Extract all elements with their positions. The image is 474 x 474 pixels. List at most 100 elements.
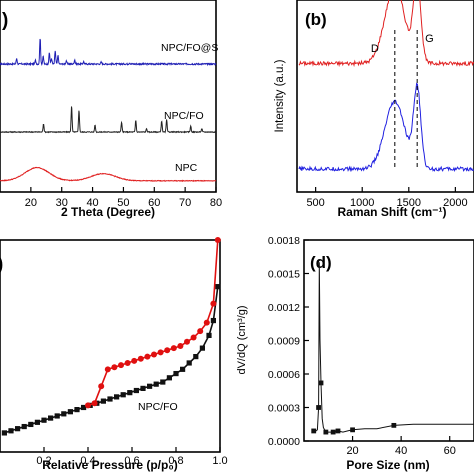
isotherm-desorption-point	[151, 351, 157, 358]
panel-d-x-tick-label-0: 20	[346, 445, 358, 457]
panel-c-label: )	[0, 254, 3, 275]
isotherm-adsorption-point	[160, 379, 166, 385]
isotherm-adsorption-point	[140, 385, 146, 391]
panel-d-pore-size: (d) dV/dQ (cm³/g) 20 40 60 0.0000 0.0003 0.00…	[236, 235, 474, 472]
isotherm-adsorption-point	[48, 415, 54, 421]
panel-a-xrd: ) 20 30 40 50 60 70 80 NPC/FO@S NPC/FO NPC 2 T…	[0, 0, 222, 219]
panel-c-tick-label-3: 0.8	[168, 455, 183, 467]
isotherm-desorption-point	[118, 362, 124, 369]
panel-a-label: )	[2, 10, 8, 31]
pore-size-point	[335, 428, 341, 434]
isotherm-desorption-point	[104, 366, 111, 373]
panel-d-series	[311, 262, 474, 435]
isotherm-desorption-point	[164, 347, 171, 354]
isotherm-desorption-point	[170, 345, 177, 352]
panel-c-frame	[0, 239, 221, 453]
panel-d-y-tick-label-3: 0.0009	[268, 336, 300, 348]
panel-d-y-tick-label-2: 0.0006	[268, 369, 300, 381]
pore-size-point	[323, 429, 329, 435]
isotherm-desorption-line	[87, 239, 219, 407]
panel-b-tick-label-3: 2000	[443, 197, 467, 209]
isotherm-desorption-point	[177, 343, 184, 349]
isotherm-adsorption-line	[4, 286, 219, 434]
xrd-line-npc	[0, 166, 217, 183]
isotherm-adsorption-point	[41, 417, 47, 423]
isotherm-adsorption-point	[21, 423, 27, 430]
xrd-line-npc-fo	[0, 106, 216, 134]
panel-b-y-axis-label: Intensity (a.u.)	[274, 59, 286, 132]
raman-line-1	[298, 82, 474, 173]
isotherm-adsorption-point	[210, 317, 216, 324]
isotherm-adsorption-point	[54, 413, 60, 419]
panel-c-tick-label-1: 0.4	[80, 455, 95, 467]
panel-b-label: (b)	[305, 10, 327, 29]
panel-d-y-tick-label-0: 0.0000	[268, 436, 300, 448]
isotherm-adsorption-point	[81, 404, 87, 411]
isotherm-adsorption-point	[173, 370, 179, 377]
panel-a-tick-label-3: 50	[117, 197, 129, 209]
pore-size-point	[318, 380, 324, 386]
panel-c-tick-label-4: 1.0	[212, 455, 227, 467]
panel-d-y-tick-label-4: 0.0012	[268, 302, 300, 314]
panel-d-y-tick-label-1: 0.0003	[268, 403, 300, 415]
pore-size-point	[316, 405, 321, 410]
label-npc-fo-s: NPC/FO@S	[161, 42, 218, 54]
xrd-line-npc-fo-s	[0, 38, 217, 67]
panel-a-tick-label-2: 40	[86, 197, 98, 209]
annotation-npc-fo: NPC/FO	[138, 401, 178, 413]
panel-d-label: (d)	[310, 253, 332, 272]
panel-b-x-axis-label: Raman Shift (cm⁻¹)	[337, 205, 446, 219]
isotherm-adsorption-point	[166, 375, 172, 381]
isotherm-adsorption-point	[120, 392, 126, 398]
isotherm-adsorption-point	[34, 419, 40, 425]
panel-b-tick-label-2: 1500	[397, 197, 421, 209]
isotherm-adsorption-point	[107, 396, 113, 402]
isotherm-adsorption-point	[15, 426, 21, 432]
panel-a-tick-label-1: 30	[56, 197, 68, 209]
panel-c-tick-label-0: 0.2	[36, 455, 51, 467]
isotherm-desorption-point	[184, 338, 190, 345]
annotation-g-band: G	[425, 33, 434, 45]
pore-size-point	[311, 428, 317, 434]
isotherm-adsorption-point	[114, 394, 120, 400]
panel-c-isotherm: ) 0.2 0.4 0.6 0.8 1.0 NPC/FO Relative Pressu…	[0, 237, 228, 472]
isotherm-adsorption-point	[193, 354, 199, 360]
isotherm-desorption-point	[131, 357, 138, 364]
panel-a-tick-label-4: 60	[148, 197, 160, 209]
pore-size-point	[330, 429, 336, 435]
isotherm-adsorption-point	[153, 381, 159, 387]
panel-a-x-ticks: 20 30 40 50 60 70 80	[25, 187, 222, 209]
isotherm-desorption-point	[190, 334, 197, 341]
isotherm-adsorption-point	[61, 411, 67, 417]
isotherm-adsorption-point	[186, 360, 192, 366]
isotherm-adsorption-point	[127, 390, 133, 396]
isotherm-desorption-point	[203, 319, 210, 326]
isotherm-desorption-point	[98, 383, 105, 390]
isotherm-desorption-point	[91, 400, 98, 407]
isotherm-desorption-point	[85, 402, 91, 409]
panel-d-x-axis-label: Pore Size (nm)	[346, 458, 429, 472]
panel-a-series	[0, 38, 217, 183]
isotherm-desorption-point	[197, 328, 204, 335]
isotherm-adsorption-point	[74, 407, 80, 413]
raman-line-0	[298, 0, 474, 68]
panel-c-tick-label-2: 0.6	[124, 455, 139, 467]
isotherm-adsorption-point	[180, 366, 186, 372]
panel-b-tick-label-1: 1000	[350, 197, 374, 209]
isotherm-desorption-point	[111, 364, 118, 371]
panel-d-x-tick-label-1: 40	[395, 445, 407, 457]
panel-d-y-tick-label-5: 0.0015	[268, 269, 300, 281]
panel-d-y-axis-label: dV/dQ (cm³/g)	[236, 305, 248, 374]
pore-size-point	[350, 427, 355, 433]
isotherm-desorption-point	[137, 355, 144, 362]
panel-a-tick-label-0: 20	[25, 197, 37, 209]
panel-a-x-axis-label: 2 Theta (Degree)	[61, 205, 155, 219]
isotherm-desorption-point	[124, 359, 131, 366]
panel-a-tick-label-6: 80	[210, 197, 222, 209]
panel-c-series	[1, 237, 221, 436]
panel-b-raman: (b) Intensity (a.u.) 500 1000 1500 2000 D G…	[274, 0, 474, 219]
pore-size-line	[313, 262, 474, 433]
isotherm-adsorption-point	[215, 284, 221, 290]
isotherm-adsorption-point	[100, 398, 106, 404]
